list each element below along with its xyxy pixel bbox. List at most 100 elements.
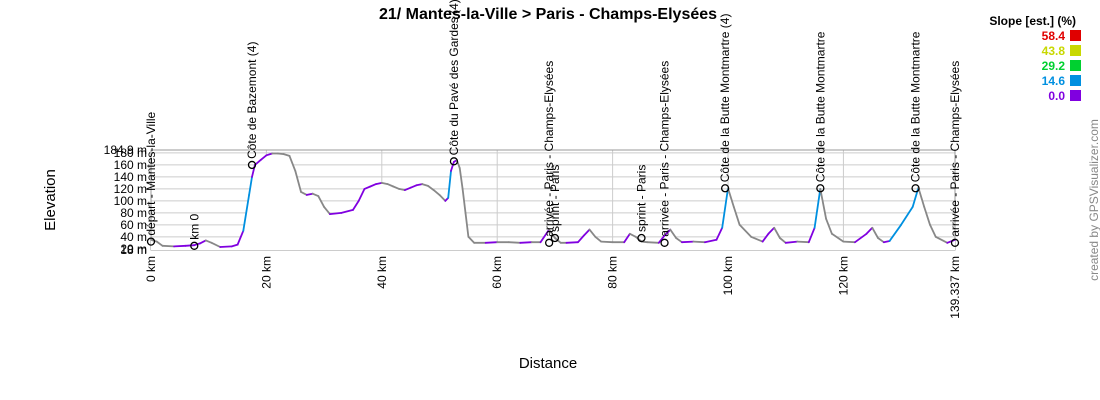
profile-segment [305,192,314,196]
profile-segment [282,153,291,157]
profile-segment [432,189,441,196]
profile-segment [594,235,602,243]
profile-segment [519,241,533,244]
profile-segment [173,244,187,248]
profile-segment [663,228,672,237]
profile-segment [681,240,695,244]
profile-segment [807,226,816,244]
slope-legend: Slope [est.] (%) 58.443.829.214.60.0 [989,14,1081,103]
profile-segment [288,154,297,172]
profile-segment [199,239,207,245]
profile-segment [565,241,579,244]
profile-segment [929,223,937,238]
profile-segment [917,186,926,208]
legend-swatch [1070,90,1081,101]
x-axis-title: Distance [519,355,577,372]
profile-segment [900,205,914,226]
profile-segment [210,241,222,248]
profile-segment [854,232,868,244]
profile-segment [577,234,585,244]
profile-segment [458,166,464,190]
profile-segment [831,232,845,243]
profile-segment [779,237,787,244]
profile-segment [692,240,706,244]
x-tick-label: 80 km [606,256,620,289]
waypoint-label: Côte du Pavé des Gardes (4) [447,0,461,155]
profile-segment [704,238,718,244]
waypoint-marker [550,233,560,243]
waypoint-marker [660,238,669,247]
profile-segment [646,241,660,244]
waypoint-label: Côte de Bazemont (4) [245,42,259,159]
waypoint-label: arrivée - Paris - Champs-Elysées [948,61,962,237]
profile-segment [398,187,406,192]
y-tick-label: 60 m [120,218,147,232]
profile-segment [623,232,631,244]
waypoint-marker [190,241,199,250]
waypoint-marker [637,233,646,243]
profile-segment [582,228,591,237]
profile-area [150,152,956,250]
waypoint-label: départ - Mantes-la-Ville [144,111,158,235]
profile-segment [923,205,931,226]
profile-segment [934,235,949,244]
waypoint-marker [544,238,554,247]
legend-swatch [1070,60,1081,71]
x-tick-label: 139.337 km [948,256,962,319]
y-tick-label: 120 m [114,182,147,196]
profile-segment [657,234,666,244]
waypoint-marker [449,157,459,166]
profile-segment [715,226,724,241]
profile-segment [161,244,176,248]
profile-fill [151,153,955,250]
waypoint-label: sprint - Paris [634,165,648,232]
profile-segment [796,240,810,244]
y-tick-label: 100 m [114,194,147,208]
profile-segment [761,232,770,243]
x-axis-ticks: 0 km 20 km 40 km 60 km 80 km 100 km 120 km 139.… [144,256,962,319]
profile-segment [784,240,799,244]
profile-segment [813,187,822,229]
profile-segment [461,187,467,214]
y-tick-label: 160 m [114,158,147,172]
profile-segment [236,229,245,246]
profile-segment [352,199,360,211]
profile-segment [721,187,729,229]
profile-segment [392,185,401,190]
profile-segment [415,183,424,187]
waypoint-marker [911,184,920,193]
legend-value: 58.4 [1042,29,1066,43]
profile-segment [447,169,452,199]
profile-segment [421,183,429,187]
y-tick-label: 20 m [120,242,147,256]
waypoint-marker [146,237,156,246]
profile-segment [242,193,251,232]
profile-segment [300,190,308,196]
profile-segment [669,228,677,239]
legend-value: 0.0 [1048,89,1065,103]
profile-segment [375,181,383,186]
profile-segment [204,239,213,244]
chart-title: 21/ Mantes-la-Ville > Paris - Champs-Ely… [379,6,717,23]
profile-segment [403,186,412,192]
profile-segment [276,152,285,156]
profile-segment [450,160,455,172]
waypoint-marker [950,238,960,247]
y-tick-label: 180 m [114,146,147,160]
waypoint-label: arrivée - Paris - Champs-Elysées [542,61,556,237]
profile-segment [888,223,902,242]
profile-segment [825,217,833,235]
y-tick-label: 140 m [114,170,147,184]
profile-segment [409,184,418,189]
legend-value: 43.8 [1042,44,1066,58]
x-tick-label: 0 km [144,256,158,282]
profile-segment [588,228,597,238]
profile-segment [363,185,372,190]
legend-title: Slope [est.] (%) [989,14,1076,28]
y-axis-title: Elevation [42,169,59,231]
waypoint-label: Côte de la Butte Montmartre [813,31,827,182]
profile-segment [773,226,781,239]
profile-segment [600,240,614,244]
profile-segment [184,244,196,247]
